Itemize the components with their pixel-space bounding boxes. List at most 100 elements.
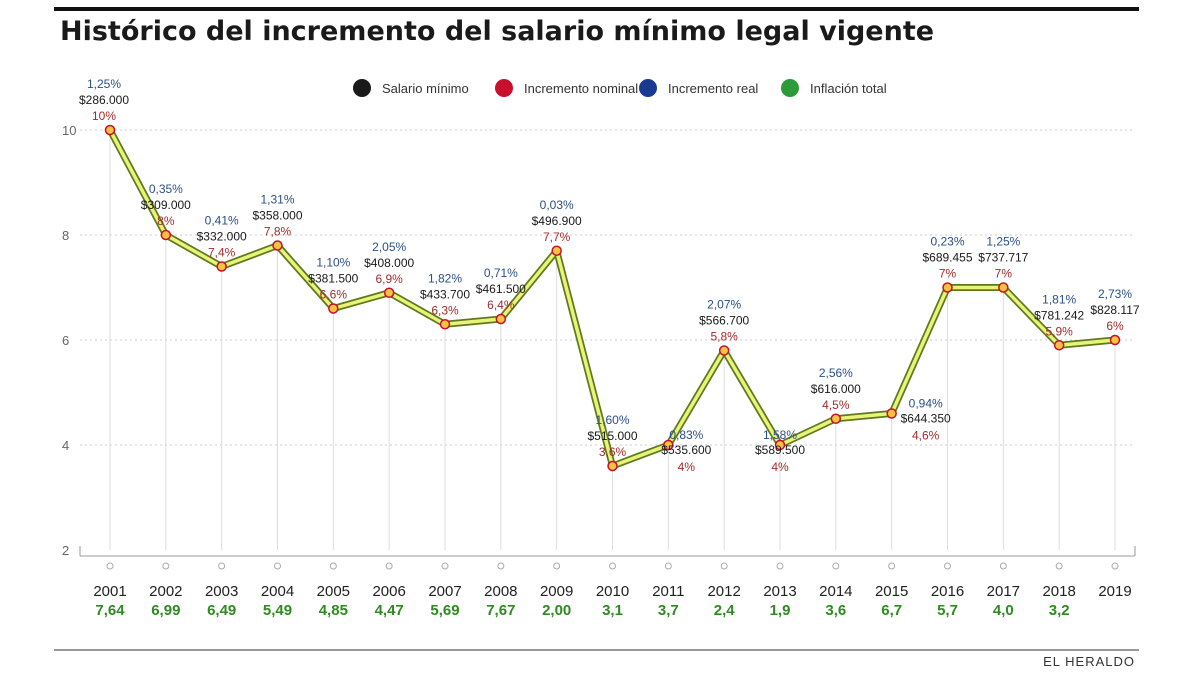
x-tick-label: 2010	[596, 583, 629, 600]
incremento-nominal-label: 6,3%	[431, 303, 459, 317]
x-tick-label: 2014	[819, 583, 852, 600]
x-tick-marker	[609, 562, 616, 570]
salario-minimo-label: $381.500	[308, 272, 358, 286]
x-tick-label: 2001	[93, 583, 126, 600]
inflation-value: 7,64	[95, 602, 125, 619]
data-point	[439, 319, 451, 330]
incremento-real-label: 1,82%	[428, 271, 462, 285]
x-tick-marker	[1111, 562, 1119, 570]
inflation-value: 7,67	[486, 602, 515, 619]
incremento-nominal-label: 6,4%	[487, 298, 515, 312]
incremento-nominal-label: 7,8%	[264, 225, 292, 239]
salario-minimo-label: $737.717	[978, 251, 1028, 265]
incremento-nominal-label: 6,6%	[320, 288, 348, 302]
salario-minimo-label: $781.242	[1034, 308, 1084, 322]
incremento-real-label: 0,41%	[205, 214, 239, 228]
x-tick-marker	[720, 562, 728, 570]
data-point	[383, 287, 395, 298]
incremento-real-label: 2,07%	[707, 298, 741, 312]
inflation-value: 5,69	[430, 602, 459, 619]
data-point	[942, 282, 953, 293]
salario-minimo-label: $461.500	[476, 282, 526, 296]
x-tick-marker	[776, 562, 784, 570]
x-tick-marker	[999, 562, 1007, 570]
incremento-real-label: 1,31%	[260, 193, 294, 207]
data-point	[1053, 340, 1065, 351]
salario-minimo-label: $644.350	[901, 412, 951, 426]
legend-marker-0	[353, 79, 371, 97]
data-point	[495, 313, 507, 325]
x-tick-label: 2009	[540, 583, 573, 600]
x-tick-marker	[664, 562, 672, 570]
incremento-real-label: 0,71%	[484, 266, 518, 280]
data-point	[551, 245, 562, 256]
inflation-value: 1,9	[770, 602, 791, 619]
incremento-nominal-label: 10%	[92, 109, 116, 123]
incremento-nominal-label: 7%	[995, 267, 1013, 281]
x-tick-label: 2006	[372, 583, 405, 600]
incremento-real-label: 1,10%	[316, 256, 350, 270]
inflation-value: 4,85	[319, 602, 348, 619]
salario-minimo-label: $496.900	[532, 214, 582, 228]
legend-marker-1	[495, 79, 513, 97]
salario-minimo-label: $566.700	[699, 314, 749, 328]
inflation-value: 3,7	[658, 602, 679, 619]
x-tick-marker	[441, 562, 449, 570]
x-tick-marker	[218, 562, 226, 570]
incremento-real-label: 0,83%	[669, 428, 703, 442]
source-credit: EL HERALDO	[1043, 654, 1135, 669]
incremento-real-label: 1,58%	[763, 428, 797, 442]
salario-minimo-label: $689.455	[922, 251, 972, 265]
data-point	[886, 408, 897, 419]
incremento-real-label: 0,23%	[930, 235, 964, 249]
inflation-value: 2,00	[542, 602, 571, 619]
x-tick-label: 2002	[149, 583, 182, 600]
legend-label-1: Incremento nominal	[524, 81, 638, 96]
incremento-nominal-label: 4,6%	[912, 429, 940, 443]
data-point	[718, 345, 730, 356]
data-point	[830, 413, 842, 424]
data-point	[607, 460, 618, 472]
x-tick-label: 2013	[763, 583, 796, 600]
incremento-nominal-label: 7,7%	[543, 230, 571, 244]
inflation-value: 6,49	[207, 602, 236, 619]
x-tick-marker	[888, 562, 896, 570]
x-tick-marker	[832, 562, 840, 570]
salario-minimo-label: $332.000	[197, 230, 247, 244]
salario-minimo-label: $535.600	[661, 443, 711, 457]
x-tick-marker	[329, 562, 337, 570]
salario-minimo-label: $358.000	[252, 209, 302, 223]
data-point	[216, 261, 227, 272]
x-tick-marker	[944, 562, 951, 570]
x-tick-label: 2016	[931, 583, 964, 600]
incremento-nominal-label: 3,6%	[599, 445, 627, 459]
x-tick-label: 2007	[428, 583, 461, 600]
legend-label-0: Salario mínimo	[382, 81, 469, 96]
legend-marker-3	[781, 79, 799, 97]
salario-minimo-label: $286.000	[79, 93, 129, 107]
inflation-value: 6,7	[881, 602, 902, 619]
grid	[80, 129, 1135, 550]
incremento-real-label: 0,03%	[540, 198, 574, 212]
y-tick-label: 8	[62, 228, 69, 243]
x-tick-marker	[385, 562, 393, 570]
x-tick-marker	[553, 562, 561, 570]
salario-minimo-label: $828.117	[1090, 303, 1139, 317]
inflation-value: 2,4	[714, 602, 736, 619]
legend-label-2: Incremento real	[668, 81, 758, 96]
data-points	[104, 124, 1121, 472]
x-axis: 2001 7,64 2002 6,99 2003 6,49 2004 5,49 2005 4,85…	[79, 546, 1136, 619]
data-point	[328, 303, 339, 314]
incremento-nominal-label: 8%	[157, 214, 175, 228]
data-point	[774, 439, 786, 451]
x-tick-label: 2005	[317, 583, 350, 600]
y-tick-label: 6	[62, 333, 69, 348]
salario-minimo-label: $616.000	[811, 382, 861, 396]
data-point	[272, 240, 283, 251]
data-point	[998, 282, 1009, 293]
incremento-nominal-label: 7,4%	[208, 246, 236, 260]
incremento-real-label: 1,81%	[1042, 292, 1076, 306]
incremento-nominal-label: 5,9%	[1045, 324, 1073, 338]
salario-minimo-label: $515.000	[587, 429, 637, 443]
